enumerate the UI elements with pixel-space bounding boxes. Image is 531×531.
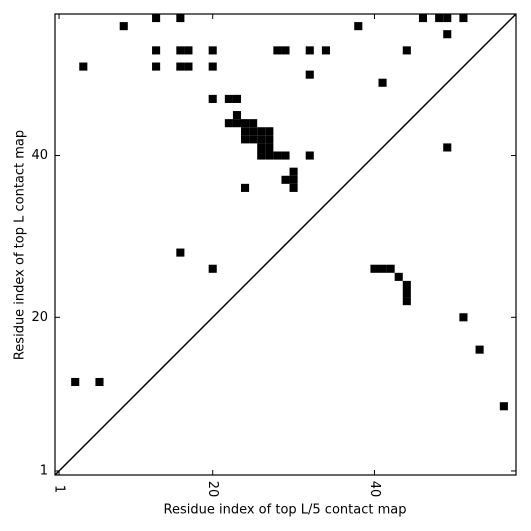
contact-cell <box>249 119 258 128</box>
contact-cell <box>241 119 250 128</box>
contact-cell <box>394 272 403 281</box>
contact-cell <box>273 46 282 55</box>
contact-cell <box>224 119 233 128</box>
contact-cell <box>241 183 250 192</box>
y-tick-label: 1 <box>40 463 48 478</box>
contact-cell <box>265 135 274 144</box>
x-tick-label: 1 <box>52 485 67 493</box>
contact-cell <box>152 14 161 23</box>
contact-cell <box>265 127 274 136</box>
contact-cell <box>459 14 468 23</box>
contact-cell <box>208 94 217 103</box>
contact-cell <box>232 94 242 103</box>
contact-cell <box>281 46 290 55</box>
contact-cell <box>443 30 452 39</box>
contact-cell <box>281 151 290 160</box>
contact-cell <box>475 345 484 354</box>
contact-cell <box>281 175 290 184</box>
contact-cell <box>354 22 363 31</box>
contact-cell <box>273 151 282 160</box>
contact-cell <box>289 183 298 192</box>
contact-cell <box>119 22 128 31</box>
contact-cell <box>208 62 217 71</box>
contact-cell <box>289 167 298 176</box>
contact-cell <box>402 297 411 306</box>
contact-cell <box>257 135 266 144</box>
contact-cell <box>249 127 258 136</box>
contact-cell <box>79 62 88 71</box>
contact-cell <box>232 119 242 128</box>
x-tick-label: 40 <box>367 481 382 498</box>
contact-cell <box>257 143 266 152</box>
contact-cell <box>176 62 185 71</box>
contact-cell <box>152 62 161 71</box>
contact-cell <box>224 94 233 103</box>
x-axis-label: Residue index of top L/5 contact map <box>164 503 407 518</box>
contact-cell <box>499 402 508 411</box>
contact-cell <box>232 111 242 120</box>
y-tick-label: 40 <box>31 148 48 163</box>
contact-cell <box>176 46 185 55</box>
contact-cell <box>378 78 387 87</box>
x-tick-label: 20 <box>205 481 220 498</box>
diagonal-line <box>54 13 517 476</box>
plot-frame <box>54 13 517 476</box>
contact-cell <box>176 248 185 257</box>
contact-cell <box>386 264 395 273</box>
contact-cell <box>402 280 411 289</box>
contact-cell <box>184 46 193 55</box>
y-tick-label: 20 <box>31 310 48 325</box>
contact-cell <box>241 135 250 144</box>
contact-cell <box>443 14 452 23</box>
contact-cell <box>443 143 452 152</box>
contact-cell <box>257 127 266 136</box>
contact-cell <box>370 264 379 273</box>
contact-cell <box>305 151 314 160</box>
y-axis-label: Residue index of top L contact map <box>13 130 28 360</box>
contact-cell <box>184 62 193 71</box>
contact-cell <box>95 377 104 387</box>
contact-cell <box>305 70 314 79</box>
contact-cell <box>459 313 468 322</box>
contact-cell <box>152 46 161 55</box>
contact-cell <box>265 143 274 152</box>
contact-cell <box>418 14 428 23</box>
contact-cell <box>289 175 298 184</box>
contact-cell <box>208 264 217 273</box>
contact-cell <box>435 14 444 23</box>
contact-cell <box>305 46 314 55</box>
contact-cell <box>265 151 274 160</box>
contact-cell <box>71 377 80 387</box>
contact-cell <box>176 14 185 23</box>
contact-cell <box>241 127 250 136</box>
contact-cell <box>208 46 217 55</box>
contact-cell <box>321 46 330 55</box>
contact-cell <box>257 151 266 160</box>
contact-cell <box>402 46 411 55</box>
contact-cell <box>249 135 258 144</box>
contact-cell <box>402 288 411 298</box>
contact-cell <box>378 264 387 273</box>
